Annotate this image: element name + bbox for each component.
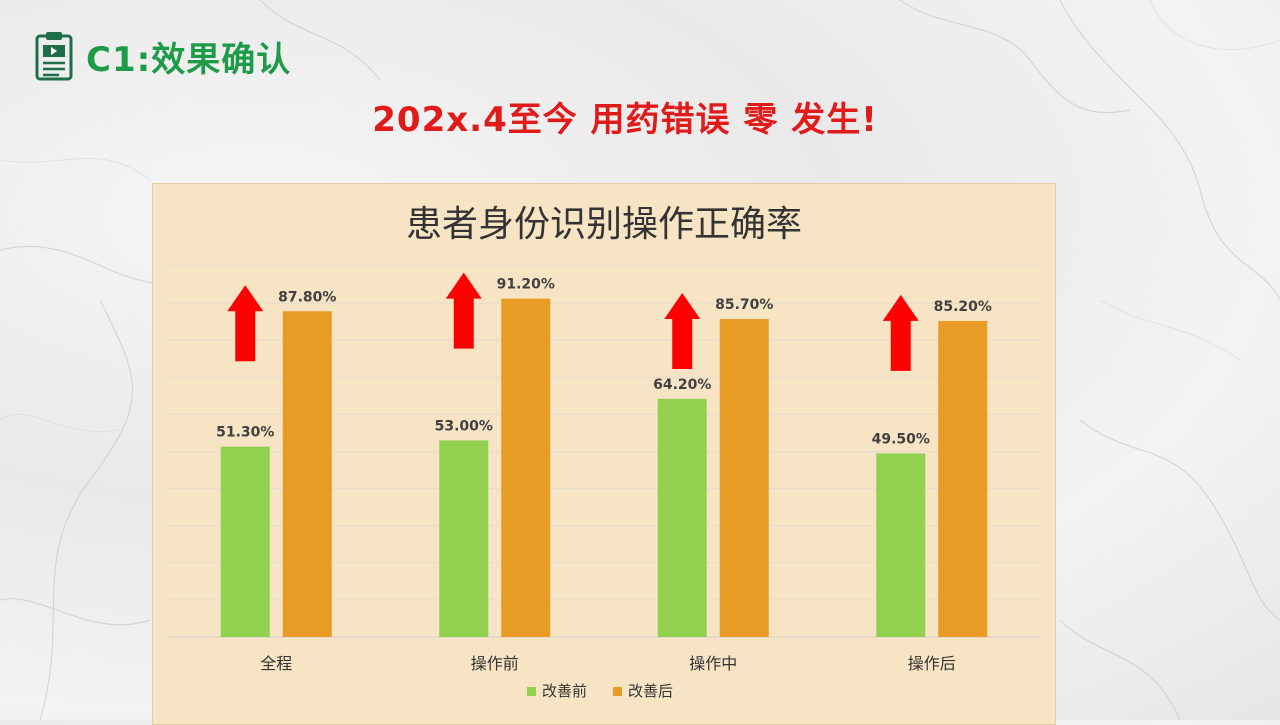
x-tick-label: 操作中 xyxy=(689,654,737,673)
header: C1:效果确认 xyxy=(34,30,291,82)
data-label: 51.30% xyxy=(216,425,274,441)
data-labels: 51.30% 87.80% 53.00% 91.20% 64.20% 85.70% 49.5… xyxy=(216,277,992,448)
bar-after xyxy=(282,311,332,637)
clipboard-icon xyxy=(35,32,73,81)
bar-before xyxy=(220,446,270,637)
up-arrow-icon xyxy=(227,285,264,362)
legend-label: 改善前 xyxy=(542,682,587,700)
legend-swatch xyxy=(527,687,536,696)
chart-panel: 患者身份识别操作正确率 51.30% 87.80% 53.00% 91.20% 64.2… xyxy=(152,183,1056,725)
bar-after xyxy=(719,319,769,637)
bar-before xyxy=(439,440,489,637)
data-label: 87.80% xyxy=(278,289,336,305)
x-tick-label: 操作后 xyxy=(908,654,956,673)
bar-after xyxy=(938,320,988,637)
data-label: 91.20% xyxy=(497,277,555,293)
bars xyxy=(220,298,988,637)
legend: 改善前 改善后 xyxy=(527,682,673,700)
legend-label: 改善后 xyxy=(628,682,673,700)
up-arrow-icon xyxy=(445,272,482,349)
bar-chart: 患者身份识别操作正确率 51.30% 87.80% 53.00% 91.20% 64.2… xyxy=(167,204,1041,700)
headline-banner: 202x.4至今 用药错误 零 发生! xyxy=(372,100,878,140)
chart-title: 患者身份识别操作正确率 xyxy=(406,204,802,245)
x-tick-label: 全程 xyxy=(260,654,292,673)
bar-after xyxy=(501,298,551,637)
data-label: 64.20% xyxy=(653,377,711,393)
up-arrow-icon xyxy=(664,293,701,370)
bar-before xyxy=(657,398,707,637)
data-label: 85.20% xyxy=(934,299,992,315)
page-title: C1:效果确认 xyxy=(86,39,292,80)
x-tick-label: 操作前 xyxy=(471,654,519,673)
data-label: 53.00% xyxy=(435,418,493,434)
data-label: 49.50% xyxy=(872,431,930,447)
legend-swatch xyxy=(613,687,622,696)
x-axis-labels: 全程 操作前 操作中 操作后 xyxy=(260,654,956,673)
bar-before xyxy=(876,453,926,637)
up-arrow-icon xyxy=(882,294,919,371)
data-label: 85.70% xyxy=(715,297,773,313)
improvement-arrows xyxy=(227,272,919,371)
